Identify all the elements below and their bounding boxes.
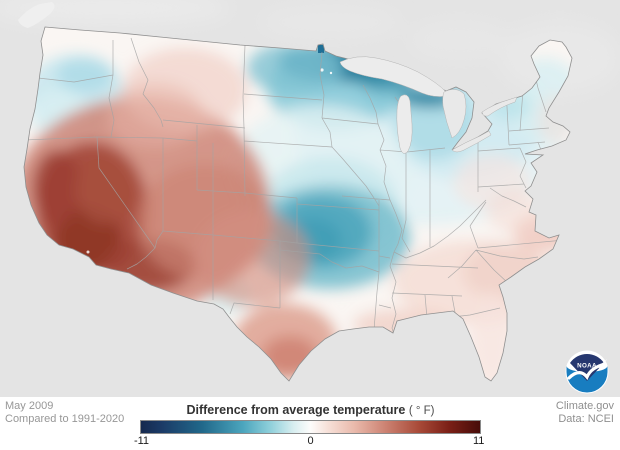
- legend-title: Difference from average temperature ( ° …: [140, 403, 481, 418]
- map-caption-left: May 2009 Compared to 1991-2020: [5, 400, 124, 426]
- temperature-anomaly-field: [24, 42, 572, 381]
- map-caption-right: Climate.gov Data: NCEI: [556, 400, 614, 426]
- tick-min: -11: [133, 435, 150, 447]
- noaa-bird-wing: [598, 359, 607, 369]
- map-period: May 2009: [5, 400, 54, 412]
- nw-angle-cold-spot: [318, 45, 324, 53]
- state-borders: [24, 37, 565, 339]
- tick-max: 11: [473, 435, 485, 447]
- credit-data: Data: NCEI: [558, 413, 614, 425]
- canada-texture: [0, 0, 620, 93]
- lake-ontario: [481, 96, 518, 117]
- vancouver-island: [18, 2, 55, 28]
- lake-superior: [339, 56, 448, 97]
- credit-site: Climate.gov: [555, 400, 614, 412]
- colorbar: [140, 420, 481, 434]
- lake-michigan: [396, 94, 413, 154]
- noaa-logo-text: NOAA: [577, 363, 597, 370]
- footer-bar: May 2009 Compared to 1991-2020 Differenc…: [0, 397, 620, 450]
- noaa-logo-sky: [570, 353, 604, 381]
- noaa-bird-icon: [567, 362, 607, 381]
- temperature-legend: Difference from average temperature ( ° …: [134, 403, 485, 449]
- map-svg: NOAA: [0, 0, 620, 394]
- map-baseline: Compared to 1991-2020: [5, 413, 125, 425]
- legend-title-text: Difference from average temperature: [186, 403, 406, 417]
- us-temperature-anomaly-map: NOAA: [0, 0, 620, 397]
- lake-erie: [451, 130, 492, 153]
- lake-huron: [442, 89, 467, 139]
- great-lakes: [339, 56, 518, 154]
- legend-units: ( ° F): [408, 405, 435, 417]
- colorbar-ticks: -11 0 11: [134, 435, 485, 449]
- noaa-logo: NOAA: [565, 350, 609, 394]
- tick-mid: 0: [307, 435, 314, 447]
